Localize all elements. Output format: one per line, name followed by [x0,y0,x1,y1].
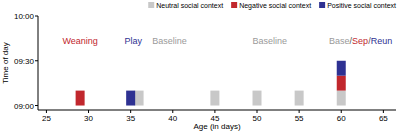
legend-item: Neutral social context [148,2,223,9]
x-tick-label: 65 [379,114,388,123]
annotation-part: Weaning [62,36,97,46]
x-tick [214,110,215,113]
y-tick [35,60,38,61]
x-tick [383,110,384,113]
legend-label: Neutral social context [156,2,223,9]
bar [76,91,85,106]
legend-swatch [148,2,154,8]
x-tick [130,110,131,113]
annotation: Baseline [152,36,187,46]
bar [337,61,346,76]
x-tick [257,110,258,113]
x-tick [46,110,47,113]
x-tick [172,110,173,113]
annotation-part: Baseline [252,36,287,46]
annotation-part: Reun [371,36,393,46]
x-tick [299,110,300,113]
x-tick-label: 50 [253,114,262,123]
bar [135,91,144,106]
x-tick [341,110,342,113]
x-tick-label: 35 [126,114,135,123]
annotation: Weaning [62,36,97,46]
bar [337,91,346,106]
x-tick-label: 30 [84,114,93,123]
annotation-part: Baseline [152,36,187,46]
legend: Neutral social context Negative social co… [148,2,396,10]
annotation-part: Play [124,36,142,46]
bar [295,91,304,106]
bar [210,91,219,106]
x-tick-label: 40 [168,114,177,123]
annotation: Baseline [252,36,287,46]
legend-swatch [231,2,237,8]
annotation-part: Base [329,36,350,46]
y-tick [35,105,38,106]
chart: 25303540455055606509:0009:3010:00Age (in… [0,0,400,131]
bar [126,91,135,106]
bar [253,91,262,106]
annotation: Play [124,36,142,46]
y-tick-label: 09:00 [14,102,35,111]
bar [337,76,346,91]
x-axis-label: Age (in days) [193,122,240,131]
y-tick [35,16,38,17]
x-tick [88,110,89,113]
x-tick-label: 60 [337,114,346,123]
y-tick-label: 10:00 [14,12,35,21]
y-tick-label: 09:30 [14,57,35,66]
y-axis-label: Time of day [1,42,10,84]
annotation: Base/Sep/Reun [329,36,392,46]
bars [76,61,346,106]
x-axis [38,110,396,111]
x-tick-label: 25 [42,114,51,123]
legend-label: Negative social context [239,2,311,10]
legend-item: Negative social context [231,2,311,10]
legend-swatch [319,2,325,8]
legend-item: Positive social context [319,2,396,9]
y-axis [38,16,39,110]
x-tick-label: 55 [295,114,304,123]
annotation-part: Sep [352,36,368,46]
legend-label: Positive social context [327,2,396,9]
